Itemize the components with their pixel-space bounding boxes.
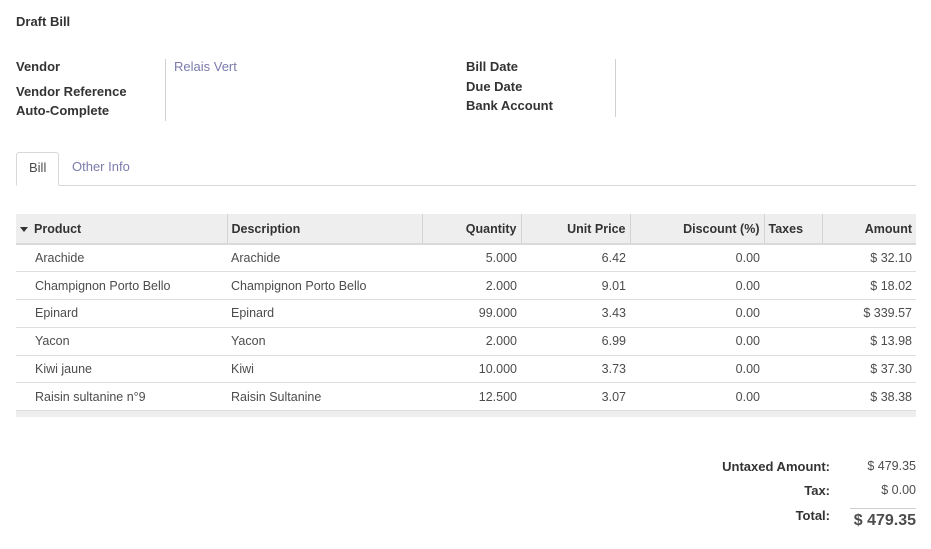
cell-product: Yacon [16,327,227,356]
cell-description: Arachide [227,244,422,273]
table-row[interactable]: Kiwi jaune Kiwi 10.000 3.73 0.00 $ 37.30 [16,355,916,384]
cell-amount: $ 38.38 [822,382,916,412]
cell-discount: 0.00 [630,327,764,356]
cell-description: Raisin Sultanine [227,382,422,412]
cell-quantity: 2.000 [422,271,521,301]
cell-quantity: 99.000 [422,299,521,328]
table-footer-row [16,410,916,417]
tax-value: $ 0.00 [881,483,916,497]
cell-unit-price: 3.07 [521,382,630,412]
vendor-label: Vendor [16,59,61,74]
total-label: Total: [795,508,830,523]
column-header-product-label: Product [34,221,82,236]
cell-product: Epinard [16,299,227,328]
cell-quantity: 5.000 [422,244,521,273]
cell-amount: $ 32.10 [822,244,916,273]
cell-taxes [764,355,822,384]
cell-unit-price: 3.73 [521,355,630,384]
table-row[interactable]: Raisin sultanine n°9 Raisin Sultanine 12… [16,382,916,412]
bill-date-label: Bill Date [466,59,519,74]
caret-down-icon [20,226,28,232]
auto-complete-label: Auto-Complete [16,103,110,118]
vendor-field-divider [165,59,166,121]
cell-discount: 0.00 [630,355,764,384]
cell-description: Epinard [227,299,422,328]
cell-discount: 0.00 [630,271,764,301]
cell-taxes [764,244,822,273]
cell-unit-price: 6.42 [521,244,630,273]
cell-discount: 0.00 [630,382,764,412]
bank-account-label: Bank Account [466,98,553,113]
cell-amount: $ 18.02 [822,271,916,301]
cell-unit-price: 9.01 [521,271,630,301]
invoice-lines-table: Product Description Quantity Unit Price … [16,214,916,417]
tab-bill[interactable]: Bill [16,152,60,186]
cell-amount: $ 13.98 [822,327,916,356]
cell-taxes [764,299,822,328]
due-date-label: Due Date [466,79,523,94]
bill-status-title: Draft Bill [16,14,71,29]
column-header-discount[interactable]: Discount (%) [629,214,764,245]
cell-quantity: 10.000 [422,355,521,384]
cell-discount: 0.00 [630,244,764,273]
cell-discount: 0.00 [630,299,764,328]
untaxed-amount-label: Untaxed Amount: [722,459,830,474]
cell-description: Kiwi [227,355,422,384]
column-header-product[interactable]: Product [16,214,227,245]
date-field-divider [615,59,616,117]
cell-quantity: 2.000 [422,327,521,356]
form-tabs: Bill Other Info [16,152,916,186]
cell-taxes [764,382,822,412]
cell-quantity: 12.500 [422,382,521,412]
table-row[interactable]: Yacon Yacon 2.000 6.99 0.00 $ 13.98 [16,327,916,356]
tax-label: Tax: [804,483,830,498]
cell-taxes [764,271,822,301]
column-header-amount[interactable]: Amount [821,214,916,245]
column-header-unit-price[interactable]: Unit Price [520,214,630,245]
cell-description: Yacon [227,327,422,356]
vendor-link[interactable]: Relais Vert [174,59,237,74]
table-row[interactable]: Arachide Arachide 5.000 6.42 0.00 $ 32.1… [16,244,916,273]
cell-amount: $ 37.30 [822,355,916,384]
column-header-quantity[interactable]: Quantity [421,214,521,245]
untaxed-amount-value: $ 479.35 [867,459,916,473]
cell-product: Champignon Porto Bello [16,271,227,301]
tab-other-info[interactable]: Other Info [72,159,130,174]
column-header-description[interactable]: Description [226,214,422,245]
cell-unit-price: 6.99 [521,327,630,356]
cell-unit-price: 3.43 [521,299,630,328]
total-value: $ 479.35 [850,508,916,530]
cell-product: Arachide [16,244,227,273]
table-row[interactable]: Epinard Epinard 99.000 3.43 0.00 $ 339.5… [16,299,916,328]
table-header-row: Product Description Quantity Unit Price … [16,214,916,245]
cell-product: Kiwi jaune [16,355,227,384]
vendor-reference-label: Vendor Reference [16,84,127,99]
cell-taxes [764,327,822,356]
column-header-taxes[interactable]: Taxes [763,214,822,245]
cell-amount: $ 339.57 [822,299,916,328]
cell-description: Champignon Porto Bello [227,271,422,301]
table-row[interactable]: Champignon Porto Bello Champignon Porto … [16,271,916,301]
cell-product: Raisin sultanine n°9 [16,382,227,412]
